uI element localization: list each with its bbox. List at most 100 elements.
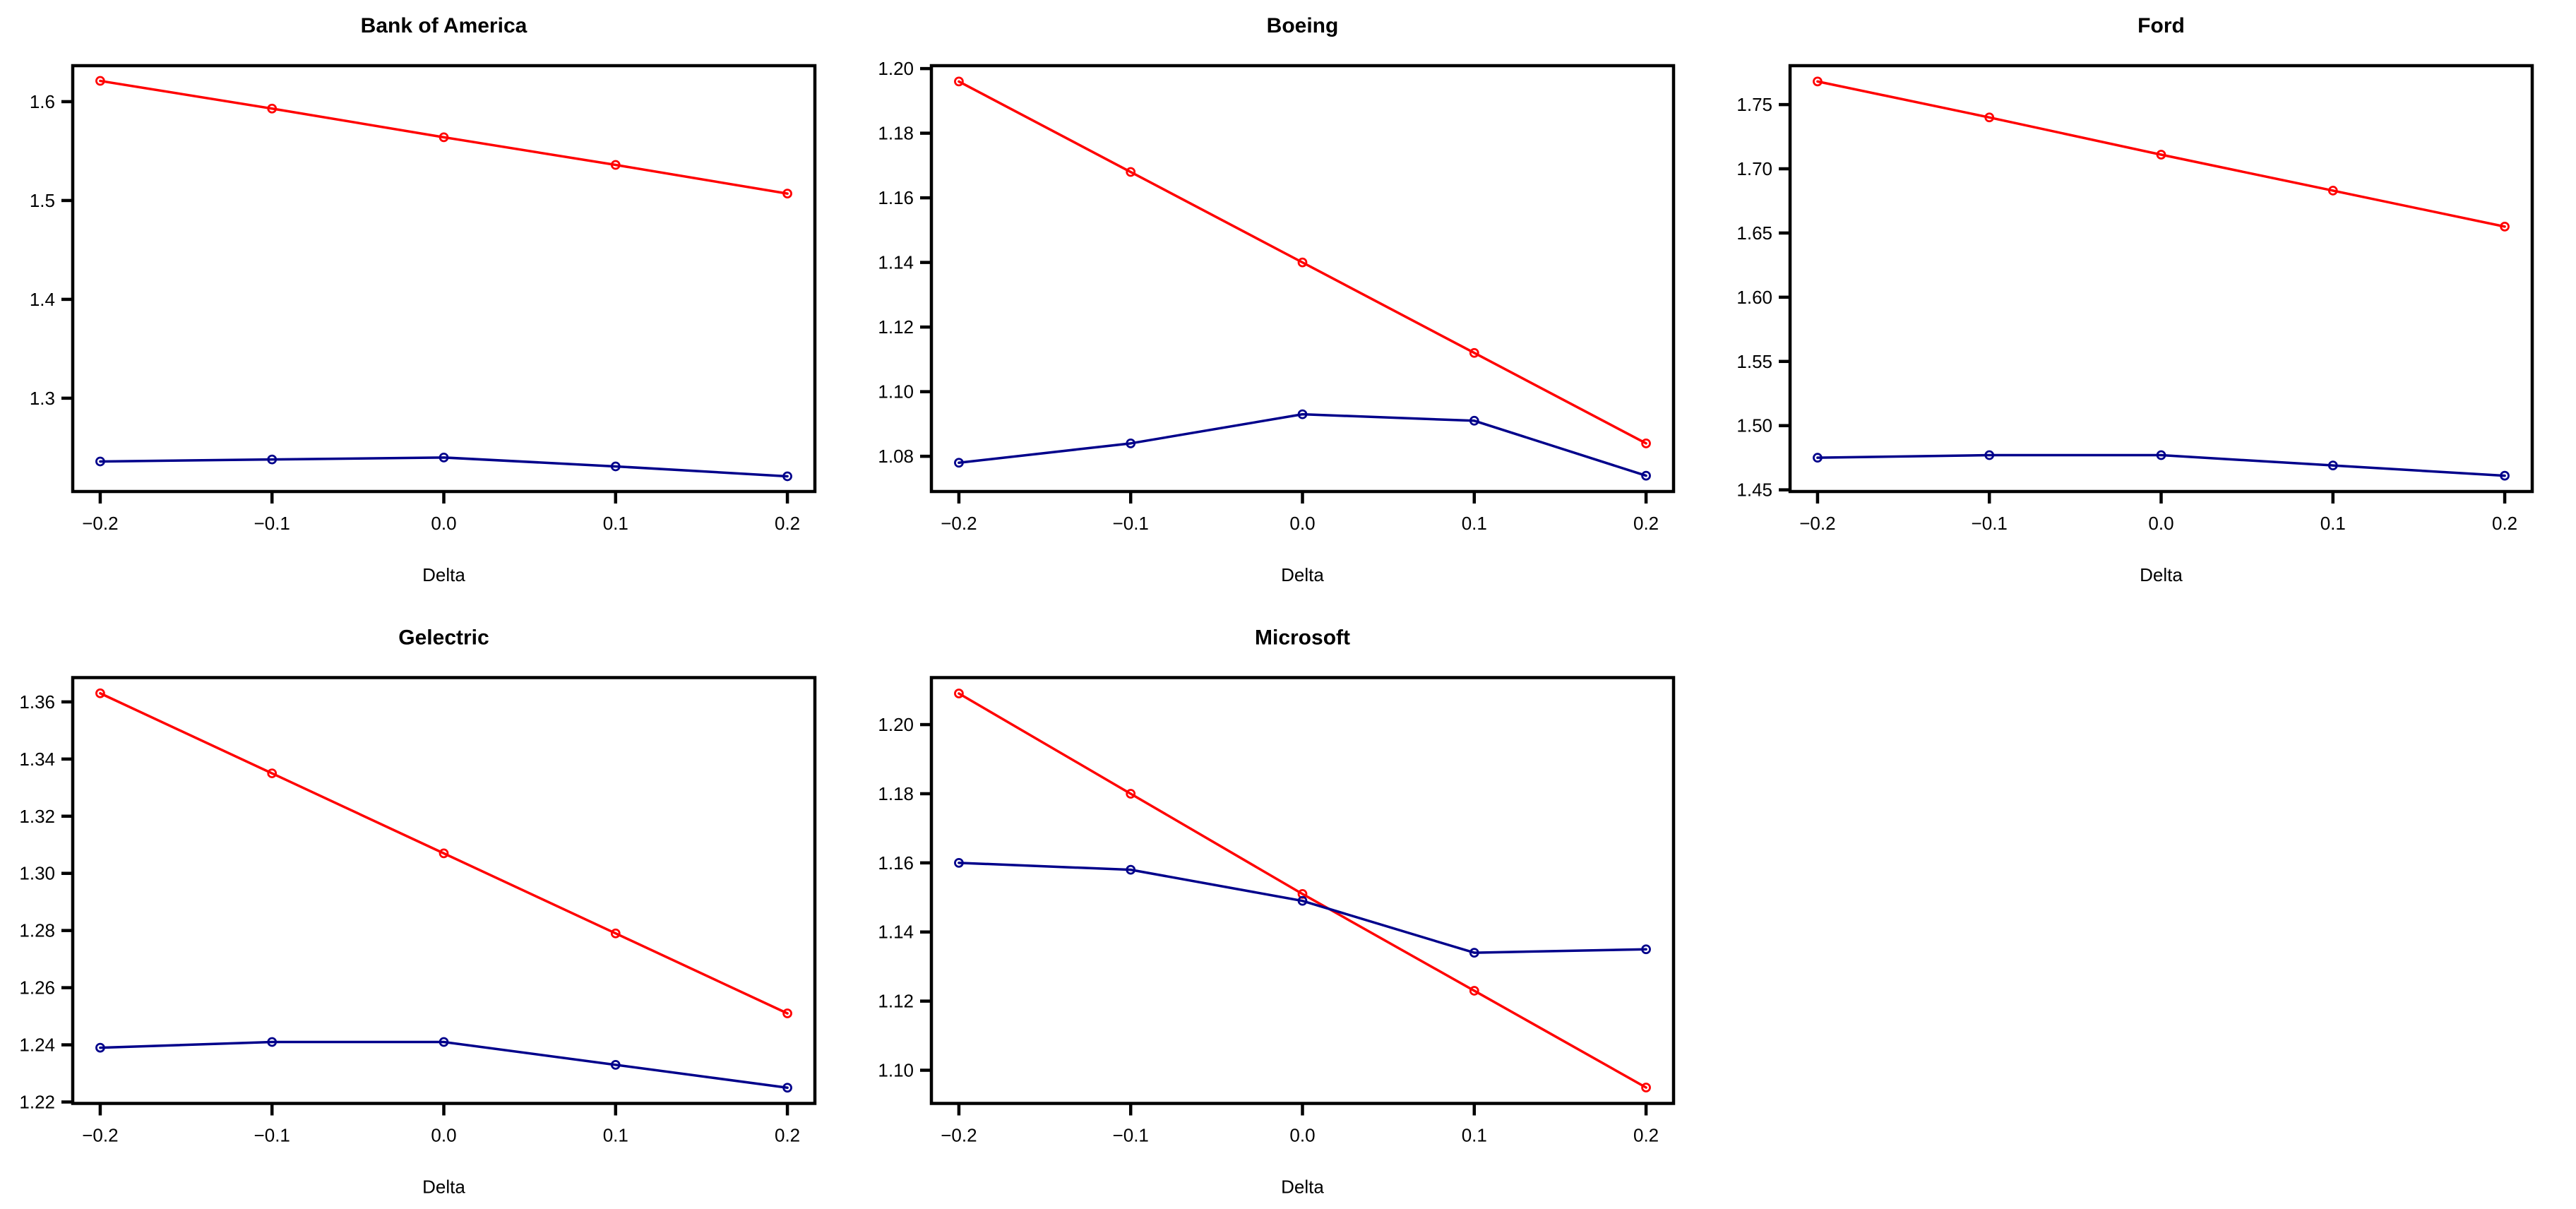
- x-axis-label: Delta: [2140, 564, 2183, 585]
- data-point-blue: [1469, 948, 1479, 958]
- x-tick-label: 0.2: [1633, 513, 1659, 534]
- data-point-blue: [1641, 470, 1651, 481]
- y-tick-label: 1.4: [30, 289, 55, 310]
- y-tick-label: 1.50: [1736, 415, 1772, 436]
- series-blue: [954, 409, 1651, 481]
- x-tick-label: 0.0: [431, 1125, 456, 1146]
- data-point-blue: [2500, 470, 2510, 481]
- plot-area: −0.2 −0.1 0.0 0.1 0.2 1.22 1.24 1.26 1.28 1.30 1.3…: [19, 676, 817, 1146]
- y-tick-label: 1.22: [19, 1091, 55, 1112]
- data-point-blue: [782, 471, 792, 482]
- y-tick-label: 1.60: [1736, 287, 1772, 308]
- x-tick-label: 0.0: [2148, 513, 2174, 534]
- x-tick-label: −0.2: [82, 1125, 118, 1146]
- data-point-blue: [782, 1083, 792, 1093]
- chart-panel-microsoft: −0.2 −0.1 0.0 0.1 0.2 1.10 1.12 1.14 1.16 1.18 1.2…: [859, 602, 1717, 1205]
- x-tick-label: 0.1: [1462, 513, 1487, 534]
- x-tick-label: 0.0: [1289, 513, 1315, 534]
- x-axis-label: Delta: [1281, 1177, 1324, 1198]
- chart-title: Bank of America: [361, 14, 527, 37]
- x-tick-label: −0.1: [254, 1125, 290, 1146]
- series-line-red: [958, 692, 1647, 1089]
- x-tick-label: 0.2: [775, 513, 800, 534]
- chart-canvas-gelectric: −0.2 −0.1 0.0 0.1 0.2 1.22 1.24 1.26 1.28 1.30 1.3…: [19, 626, 817, 1198]
- x-axis-label: Delta: [422, 564, 465, 585]
- y-tick-label: 1.65: [1736, 222, 1772, 244]
- y-tick-label: 1.36: [19, 691, 55, 713]
- chart-canvas-microsoft: −0.2 −0.1 0.0 0.1 0.2 1.10 1.12 1.14 1.16 1.18 1.2…: [878, 626, 1676, 1198]
- y-tick-label: 1.55: [1736, 351, 1772, 372]
- y-tick-label: 1.28: [19, 920, 55, 941]
- data-point-blue: [954, 458, 964, 468]
- data-point-blue: [1813, 453, 1823, 463]
- series-blue: [954, 857, 1651, 958]
- y-tick-label: 1.14: [878, 922, 914, 943]
- x-tick-label: 0.1: [603, 1125, 628, 1146]
- chart-title: Ford: [2137, 14, 2185, 37]
- y-tick-label: 1.10: [878, 1060, 914, 1081]
- series-red: [954, 689, 1651, 1092]
- plot-area: −0.2 −0.1 0.0 0.1 0.2 1.08 1.10 1.12 1.14 1.16 1.1…: [878, 58, 1676, 534]
- chart-root: −0.2 −0.1 0.0 0.1 0.2 1.45 1.50 1.55 1.60 1.65 1.7…: [1736, 14, 2534, 585]
- data-point-blue: [2327, 460, 2338, 470]
- data-point-blue: [1297, 409, 1308, 419]
- chart-panel-boeing: −0.2 −0.1 0.0 0.1 0.2 1.08 1.10 1.12 1.14 1.16 1.1…: [859, 0, 1717, 603]
- data-point-red: [1469, 986, 1479, 996]
- series-line-blue: [99, 1040, 789, 1089]
- chart-canvas-boeing: −0.2 −0.1 0.0 0.1 0.2 1.08 1.10 1.12 1.14 1.16 1.1…: [878, 14, 1676, 585]
- x-tick-label: −0.2: [1799, 513, 1835, 534]
- data-point-blue: [1126, 864, 1136, 875]
- plot-area: −0.2 −0.1 0.0 0.1 0.2 1.45 1.50 1.55 1.60 1.65 1.7…: [1736, 64, 2534, 534]
- series-red: [95, 688, 792, 1018]
- data-point-blue: [610, 461, 621, 472]
- plot-area: −0.2 −0.1 0.0 0.1 0.2 1.3 1.4 1.5 1.6: [30, 64, 817, 534]
- y-tick-label: 1.34: [19, 749, 55, 770]
- data-point-red: [267, 768, 278, 778]
- data-point-red: [1641, 1083, 1651, 1092]
- y-tick-label: 1.16: [878, 852, 914, 874]
- y-tick-label: 1.20: [878, 714, 914, 735]
- y-tick-label: 1.12: [878, 316, 914, 338]
- series-line-red: [958, 80, 1647, 445]
- series-red: [95, 76, 792, 198]
- data-point-red: [95, 688, 105, 698]
- chart-title: Gelectric: [398, 626, 489, 650]
- data-point-red: [2327, 186, 2338, 196]
- y-tick-label: 1.12: [878, 991, 914, 1012]
- data-point-red: [1813, 76, 1823, 87]
- plot-box: [1788, 64, 2534, 494]
- data-point-red: [439, 848, 449, 859]
- data-point-red: [782, 1008, 792, 1018]
- data-point-blue: [439, 452, 449, 463]
- x-tick-label: −0.1: [1113, 513, 1149, 534]
- y-tick-label: 1.5: [30, 190, 55, 211]
- data-point-red: [610, 928, 621, 939]
- y-tick-label: 1.26: [19, 977, 55, 999]
- series-line-red: [99, 79, 789, 195]
- x-tick-label: −0.1: [1113, 1125, 1149, 1146]
- data-point-red: [1984, 112, 1995, 123]
- x-tick-label: 0.0: [1289, 1125, 1315, 1146]
- x-tick-label: 0.1: [1462, 1125, 1487, 1146]
- y-tick-label: 1.14: [878, 252, 914, 273]
- series-line-blue: [958, 862, 1647, 954]
- chart-panel-bank-of-america: −0.2 −0.1 0.0 0.1 0.2 1.3 1.4 1.5 1.6 Bank of Am…: [0, 0, 859, 603]
- series-line-red: [1816, 80, 2506, 228]
- data-point-blue: [2156, 450, 2166, 460]
- data-point-blue: [1469, 415, 1479, 426]
- y-tick-label: 1.45: [1736, 480, 1772, 501]
- data-point-red: [1126, 167, 1136, 177]
- y-tick-label: 1.10: [878, 381, 914, 403]
- x-tick-label: 0.2: [775, 1125, 800, 1146]
- series-line-blue: [99, 456, 789, 478]
- data-point-red: [1126, 789, 1136, 799]
- data-point-red: [782, 189, 792, 198]
- data-point-blue: [1984, 450, 1995, 460]
- x-tick-label: −0.1: [254, 513, 290, 534]
- series-red: [1813, 76, 2510, 232]
- data-point-red: [95, 76, 105, 86]
- x-tick-label: −0.1: [1972, 513, 2008, 534]
- y-tick-label: 1.70: [1736, 158, 1772, 179]
- chart-panel-ford: −0.2 −0.1 0.0 0.1 0.2 1.45 1.50 1.55 1.60 1.65 1.7…: [1717, 0, 2576, 603]
